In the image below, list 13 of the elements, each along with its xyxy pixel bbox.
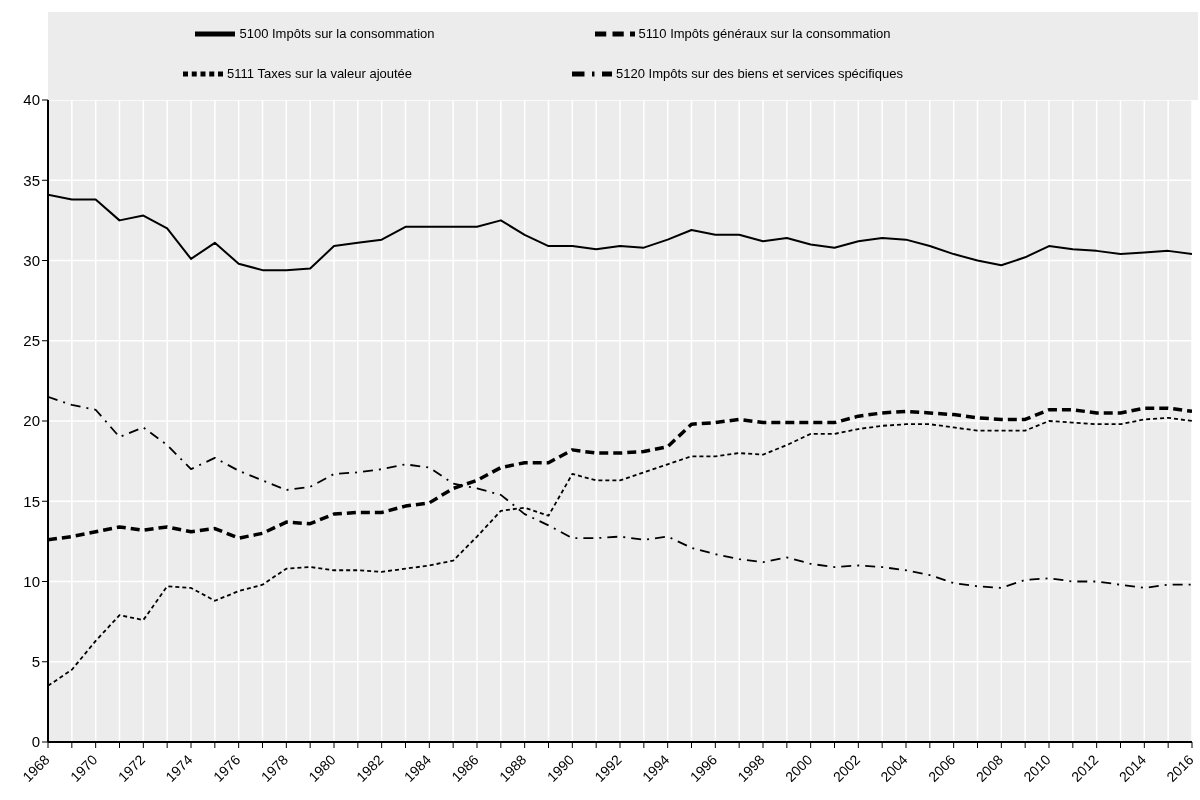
- y-tick-label: 15: [23, 492, 40, 510]
- y-tick-label: 30: [23, 251, 40, 269]
- legend-label: 5110 Impôts généraux sur la consommation: [638, 26, 891, 42]
- y-tick-label: 25: [23, 332, 40, 350]
- y-tick-label: 20: [23, 412, 40, 430]
- y-tick-label: 10: [23, 572, 40, 590]
- y-tick-label: 5: [31, 653, 40, 671]
- y-tick-label: 0: [31, 733, 40, 751]
- y-tick-label: 35: [23, 171, 40, 189]
- y-tick-label: 40: [23, 91, 40, 109]
- legend-label: 5120 Impôts sur des biens et services spécifiques: [616, 66, 903, 82]
- legend-label: 5100 Impôts sur la consommation: [239, 26, 435, 42]
- legend-label: 5111 Taxes sur la valeur ajoutée: [227, 66, 413, 82]
